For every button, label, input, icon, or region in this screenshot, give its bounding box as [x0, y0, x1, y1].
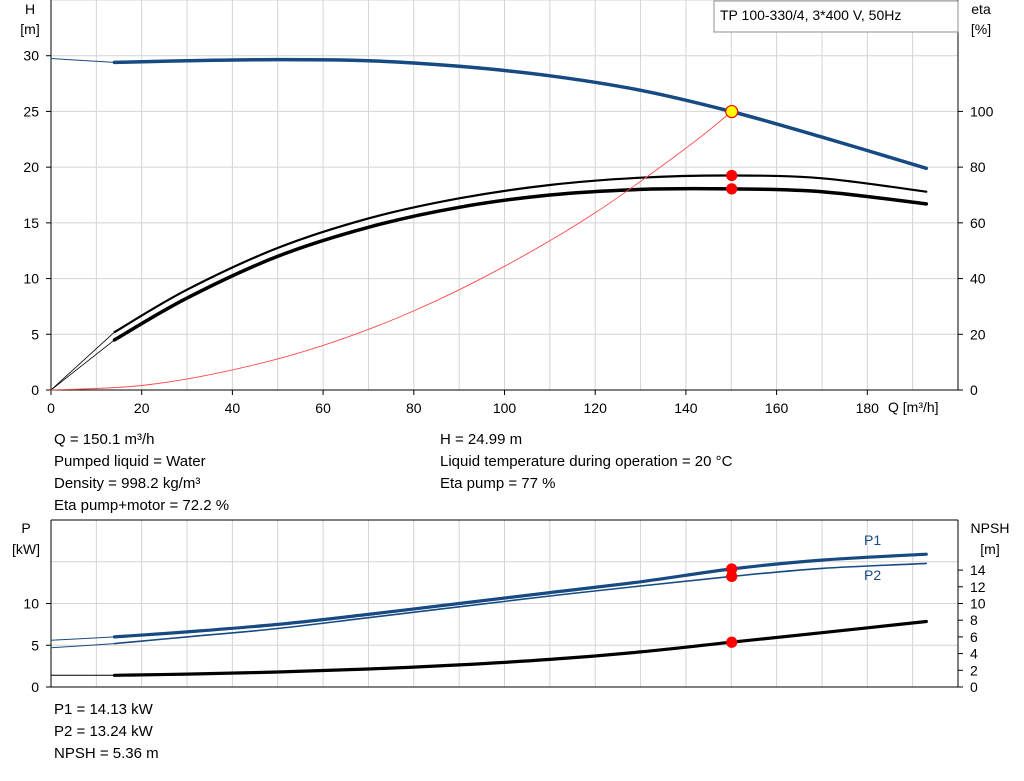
series-system-curve-line — [50, 111, 733, 391]
series-p1-line — [112, 552, 928, 639]
info-density: Density = 998.2 kg/m³ — [54, 475, 201, 492]
info-left: Q = 150.1 m³/h Pumped liquid = Water Den… — [54, 429, 229, 517]
y-right-label-1: eta — [971, 1, 991, 17]
info-right: H = 24.99 m Liquid temperature during op… — [440, 429, 732, 495]
series-label-p1: P1 — [864, 532, 881, 548]
info-temperature: Liquid temperature during operation = 20… — [440, 453, 733, 470]
y-right-tick-label: 100 — [970, 103, 994, 119]
y-right-tick-label: 80 — [970, 159, 986, 175]
npsh-right-label-2: [m] — [980, 541, 999, 557]
x-tick-label: 160 — [765, 400, 789, 416]
y-left-tick-label: 5 — [31, 326, 39, 342]
info-head: H = 24.99 m — [440, 431, 523, 448]
y-right-tick-label: 8 — [970, 612, 978, 628]
x-tick-label: 40 — [225, 400, 241, 416]
info-eta-total: Eta pump+motor = 72.2 % — [54, 497, 230, 514]
info-flow: Q = 150.1 m³/h — [54, 431, 155, 448]
series-label-p2: P2 — [864, 567, 881, 583]
y-left-tick-label: 30 — [23, 48, 39, 64]
y-right-tick-label: 12 — [970, 579, 986, 595]
duty-point-marker — [726, 183, 738, 195]
y-left-tick-label: 5 — [31, 637, 39, 653]
series-p2-ext-line — [50, 643, 115, 649]
title-box — [713, 0, 959, 33]
x-tick-label: 120 — [584, 400, 608, 416]
y-right-tick-label: 40 — [970, 271, 986, 287]
series-eta-total-line — [112, 186, 929, 342]
x-tick-label: 180 — [856, 400, 880, 416]
y-right-tick-label: 10 — [970, 596, 986, 612]
chart-title: TP 100-330/4, 3*400 V, 50Hz — [720, 7, 901, 23]
y-right-tick-label: 4 — [970, 646, 978, 662]
y-right-tick-label: 0 — [970, 382, 978, 398]
p-left-label-2: [kW] — [12, 541, 40, 557]
y-right-label-2: [%] — [971, 21, 991, 37]
series-npsh-line — [112, 619, 928, 677]
info-npsh: NPSH = 5.36 m — [54, 745, 159, 762]
series-eta-pump-line — [113, 174, 928, 334]
info-p1: P1 = 14.13 kW — [54, 701, 153, 718]
info-p2: P2 = 13.24 kW — [54, 723, 153, 740]
duty-point-marker — [726, 636, 738, 648]
series-h-line — [112, 57, 929, 171]
y-right-tick-label: 6 — [970, 629, 978, 645]
x-axis-label: Q [m³/h] — [888, 399, 939, 415]
duty-point-marker — [725, 104, 739, 119]
y-left-label-1: H — [25, 1, 35, 17]
duty-point-marker — [726, 169, 738, 182]
y-left-tick-label: 0 — [31, 679, 39, 695]
x-tick-label: 0 — [47, 400, 55, 416]
duty-point-marker — [726, 570, 738, 583]
series-p1-ext-line — [50, 636, 115, 641]
y-left-tick-label: 20 — [23, 159, 39, 175]
series-group — [50, 552, 928, 677]
x-tick-label: 60 — [315, 400, 331, 416]
y-right-tick-label: 2 — [970, 662, 978, 678]
y-right-tick-label: 20 — [970, 326, 986, 342]
y-left-label-2: [m] — [20, 21, 39, 37]
series-eta-ext-b-line — [50, 339, 115, 391]
info-liquid: Pumped liquid = Water — [54, 453, 206, 470]
y-left-tick-label: 10 — [23, 271, 39, 287]
y-left-tick-label: 15 — [23, 215, 39, 231]
y-right-tick-label: 60 — [970, 215, 986, 231]
x-tick-label: 20 — [134, 400, 150, 416]
x-tick-label: 80 — [406, 400, 422, 416]
p-left-label-1: P — [21, 520, 30, 536]
y-right-tick-label: 14 — [970, 562, 986, 578]
y-left-tick-label: 0 — [31, 382, 39, 398]
series-h-ext-line — [50, 58, 115, 63]
y-left-tick-label: 10 — [23, 596, 39, 612]
info-bottom: P1 = 14.13 kW P2 = 13.24 kW NPSH = 5.36 … — [54, 699, 159, 765]
npsh-right-label-1: NPSH — [971, 520, 1010, 536]
y-right-tick-label: 0 — [970, 679, 978, 695]
qh-chart: 0 5 10 15 20 25 30 0 20 40 60 80 100 0 20 40 60 80 100 120 1… — [23, 0, 994, 416]
series-p2-line — [113, 562, 928, 645]
y-left-tick-label: 25 — [23, 103, 39, 119]
x-tick-label: 140 — [674, 400, 698, 416]
info-eta-pump: Eta pump = 77 % — [440, 475, 556, 492]
x-tick-label: 100 — [493, 400, 517, 416]
series-group — [50, 57, 929, 391]
